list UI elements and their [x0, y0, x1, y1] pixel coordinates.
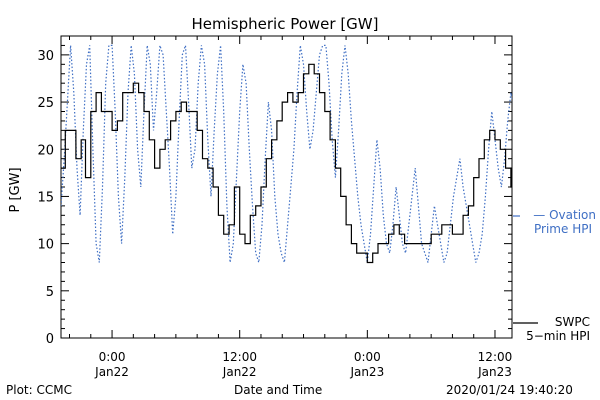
- plot-area-frame: [61, 36, 512, 338]
- y-tick-label: 0: [46, 332, 54, 347]
- hemispheric-power-chart: Hemispheric Power [GW] P [GW] 0 5 10 15 20 25…: [0, 0, 600, 400]
- x-tick-date-label: Jan23: [477, 365, 512, 379]
- series-layer: [61, 45, 600, 262]
- x-tick-date-label: Jan22: [222, 365, 257, 379]
- y-axis-label: P [GW]: [8, 167, 23, 212]
- legend-ovation-line2: Prime HPI: [534, 222, 592, 236]
- footer-x-axis-label: Date and Time: [234, 383, 322, 397]
- ovation-prime-hpi-line: [61, 45, 600, 262]
- x-tick-time-label: 12:00: [478, 350, 513, 364]
- x-tick-time-label: 0:00: [354, 350, 381, 364]
- footer-timestamp: 2020/01/24 19:40:20: [446, 383, 573, 397]
- legend-swpc-line2: 5−min HPI: [526, 329, 590, 343]
- y-tick-label: 10: [37, 238, 54, 253]
- y-tick-label: 25: [37, 96, 54, 111]
- x-tick-date-label: Jan23: [349, 365, 384, 379]
- y-tick-label: 30: [37, 49, 54, 64]
- x-tick-time-label: 0:00: [99, 350, 126, 364]
- y-tick-label: 15: [37, 190, 54, 205]
- legend-swpc-line1: SWPC: [555, 315, 590, 329]
- footer-plot-credit: Plot: CCMC: [6, 383, 72, 397]
- x-axis: 0:00Jan2212:00Jan220:00Jan2312:00Jan230:…: [70, 36, 600, 379]
- y-tick-label: 20: [37, 143, 54, 158]
- y-tick-label: 5: [46, 285, 54, 300]
- legend-ovation-line1: — Ovation: [533, 208, 596, 222]
- chart-title: Hemispheric Power [GW]: [192, 15, 379, 33]
- x-tick-date-label: Jan22: [94, 365, 129, 379]
- x-tick-time-label: 12:00: [222, 350, 257, 364]
